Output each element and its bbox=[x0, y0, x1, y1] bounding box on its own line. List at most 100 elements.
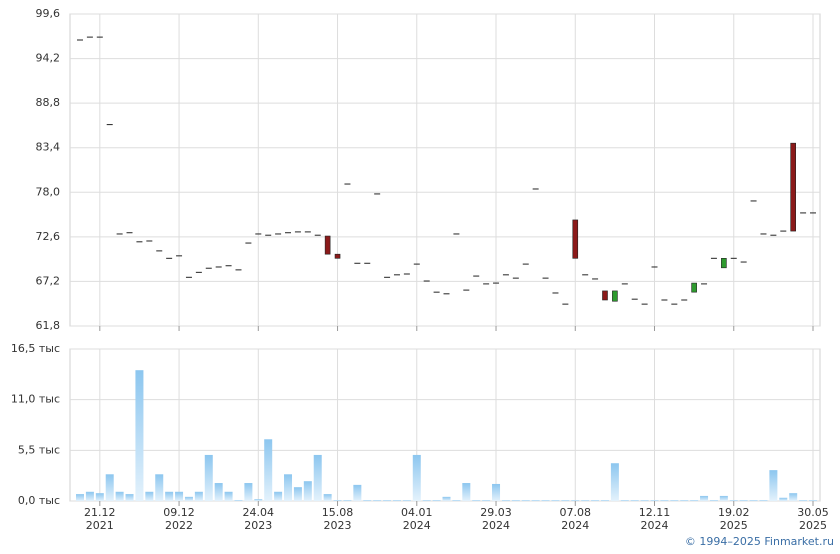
volume-bar bbox=[402, 500, 411, 501]
volume-bar bbox=[442, 496, 451, 501]
volume-bar bbox=[482, 500, 491, 501]
x-tick-label: 15.08 bbox=[322, 506, 354, 519]
volume-bar bbox=[759, 500, 768, 501]
volume-bar bbox=[591, 500, 600, 501]
volume-bar bbox=[373, 500, 382, 501]
volume-bar bbox=[531, 500, 540, 501]
volume-bar bbox=[511, 500, 520, 501]
x-tick-label: 09.12 bbox=[163, 506, 195, 519]
volume-bar bbox=[105, 474, 114, 501]
volume-bar bbox=[155, 474, 164, 501]
x-tick-label: 2024 bbox=[561, 519, 589, 532]
volume-bar bbox=[690, 500, 699, 501]
x-tick-label: 2024 bbox=[403, 519, 431, 532]
candle bbox=[334, 253, 341, 259]
volume-bar bbox=[462, 483, 471, 501]
volume-bar bbox=[581, 500, 590, 501]
volume-bar bbox=[293, 487, 302, 501]
volume-bar bbox=[274, 491, 283, 501]
volume-bar bbox=[779, 497, 788, 501]
volume-bar bbox=[224, 491, 233, 501]
volume-bar bbox=[254, 499, 263, 501]
volume-bar bbox=[284, 474, 293, 501]
volume-panel bbox=[69, 348, 821, 502]
volume-bar bbox=[135, 370, 144, 501]
x-tick-label: 2023 bbox=[244, 519, 272, 532]
candle bbox=[691, 282, 697, 293]
volume-bar bbox=[640, 500, 649, 501]
volume-bar bbox=[264, 439, 273, 501]
y2-tick-label: 5,5 тыс bbox=[18, 443, 60, 456]
volume-bar bbox=[749, 500, 758, 501]
x-tick-label: 04.01 bbox=[401, 506, 433, 519]
volume-bar bbox=[95, 493, 104, 501]
volume-bar bbox=[492, 483, 501, 501]
volume-bar bbox=[313, 454, 322, 501]
volume-bar bbox=[353, 484, 362, 501]
footer: © 1994–2025 Finmarket.ru bbox=[685, 535, 834, 548]
volume-bar bbox=[175, 491, 184, 501]
volume-bar bbox=[234, 500, 243, 501]
volume-bar bbox=[660, 500, 669, 501]
y-tick-label: 83,4 bbox=[36, 141, 61, 154]
y-tick-label: 88,8 bbox=[36, 96, 61, 109]
volume-bar bbox=[184, 496, 193, 501]
volume-bar bbox=[76, 494, 84, 501]
volume-bar bbox=[769, 470, 778, 501]
volume-bar bbox=[194, 491, 203, 501]
volume-bar bbox=[521, 500, 530, 501]
y-tick-label: 72,6 bbox=[36, 230, 61, 243]
volume-bar bbox=[125, 494, 134, 501]
volume-bar bbox=[799, 500, 808, 501]
candle bbox=[721, 258, 727, 269]
volume-bar bbox=[650, 500, 659, 501]
volume-bar bbox=[729, 500, 738, 501]
volume-bar bbox=[670, 500, 679, 501]
volume-bar bbox=[809, 500, 817, 501]
x-tick-label: 24.04 bbox=[243, 506, 275, 519]
volume-bar bbox=[383, 500, 392, 501]
volume-bar bbox=[551, 500, 560, 501]
volume-bar bbox=[472, 500, 481, 501]
x-tick-label: 07.08 bbox=[560, 506, 592, 519]
y-tick-label: 78,0 bbox=[36, 185, 61, 198]
x-tick-label: 2022 bbox=[165, 519, 193, 532]
volume-bar bbox=[501, 500, 510, 501]
volume-bar bbox=[392, 500, 401, 501]
volume-bar bbox=[363, 500, 372, 501]
volume-bar bbox=[115, 491, 124, 501]
x-tick-label: 12.11 bbox=[639, 506, 671, 519]
x-tick-label: 2024 bbox=[641, 519, 669, 532]
y2-tick-label: 0,0 тыс bbox=[18, 494, 60, 507]
volume-bar bbox=[333, 500, 342, 501]
volume-bar bbox=[145, 491, 154, 501]
x-tick-label: 30.05 bbox=[797, 506, 829, 519]
x-tick-label: 29.03 bbox=[480, 506, 512, 519]
volume-bar bbox=[244, 483, 253, 501]
volume-bar bbox=[85, 491, 94, 501]
volume-bar bbox=[571, 500, 580, 501]
x-tick-label: 21.12 bbox=[84, 506, 116, 519]
x-tick-label: 2025 bbox=[720, 519, 748, 532]
volume-bar bbox=[204, 454, 213, 501]
y-tick-label: 99,6 bbox=[36, 7, 61, 20]
candle bbox=[612, 290, 618, 302]
x-tick-label: 2023 bbox=[324, 519, 352, 532]
volume-bar bbox=[343, 500, 352, 501]
candle bbox=[324, 235, 331, 255]
x-tick-label: 2021 bbox=[86, 519, 114, 532]
volume-bar bbox=[432, 500, 441, 501]
volume-bar bbox=[561, 500, 570, 501]
price-panel bbox=[69, 13, 821, 327]
volume-bar bbox=[323, 494, 332, 501]
candle bbox=[572, 219, 579, 259]
volume-bar bbox=[541, 500, 550, 501]
volume-bar bbox=[422, 500, 431, 501]
y-tick-label: 61,8 bbox=[36, 319, 61, 332]
volume-bar bbox=[165, 491, 174, 501]
volume-bar bbox=[600, 500, 609, 501]
y2-tick-label: 16,5 тыс bbox=[11, 342, 60, 355]
volume-bar bbox=[680, 500, 689, 501]
volume-bar bbox=[739, 500, 748, 501]
